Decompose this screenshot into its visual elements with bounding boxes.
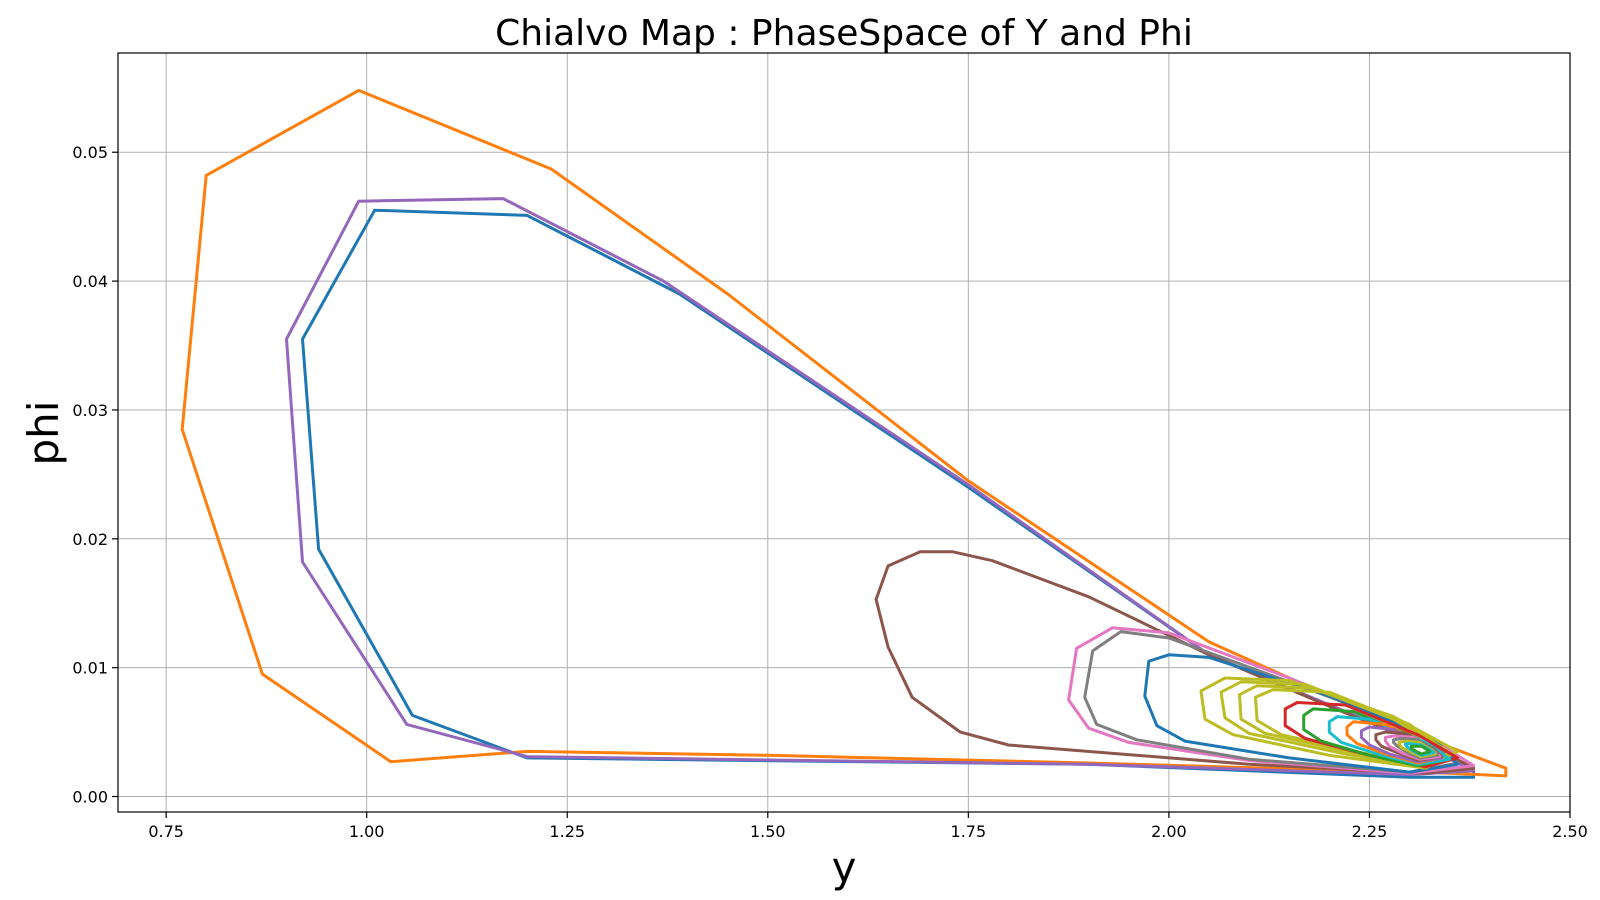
x-axis-ticks: 0.75 1.00 1.25 1.50 1.75 2.00 2.25 2.50 — [148, 812, 1588, 841]
series-line-4 — [874, 550, 1476, 775]
y-axis-label: phi — [19, 401, 68, 466]
y-tick-label: 0.05 — [72, 143, 108, 162]
x-tick-label: 2.50 — [1552, 822, 1588, 841]
series-layer — [180, 88, 1508, 779]
plot-frame — [117, 52, 1571, 813]
y-axis-ticks: 0.00 0.01 0.02 0.03 0.04 0.05 — [72, 143, 118, 807]
x-axis-label: y — [832, 843, 857, 892]
y-tick-label: 0.01 — [72, 659, 108, 678]
series-line-6 — [1083, 630, 1460, 774]
y-tick-label: 0.03 — [72, 401, 108, 420]
x-tick-label: 1.25 — [549, 822, 585, 841]
chart-title: Chialvo Map : PhaseSpace of Y and Phi — [495, 13, 1193, 54]
x-tick-label: 1.75 — [951, 822, 987, 841]
y-tick-label: 0.04 — [72, 272, 108, 291]
x-tick-label: 2.00 — [1151, 822, 1187, 841]
x-tick-label: 1.00 — [349, 822, 385, 841]
y-tick-label: 0.02 — [72, 530, 108, 549]
y-tick-label: 0.00 — [72, 788, 108, 807]
x-tick-label: 0.75 — [148, 822, 184, 841]
x-tick-label: 1.50 — [750, 822, 786, 841]
x-tick-label: 2.25 — [1352, 822, 1388, 841]
series-line-1 — [301, 208, 1476, 779]
series-line-22 — [1409, 744, 1432, 756]
